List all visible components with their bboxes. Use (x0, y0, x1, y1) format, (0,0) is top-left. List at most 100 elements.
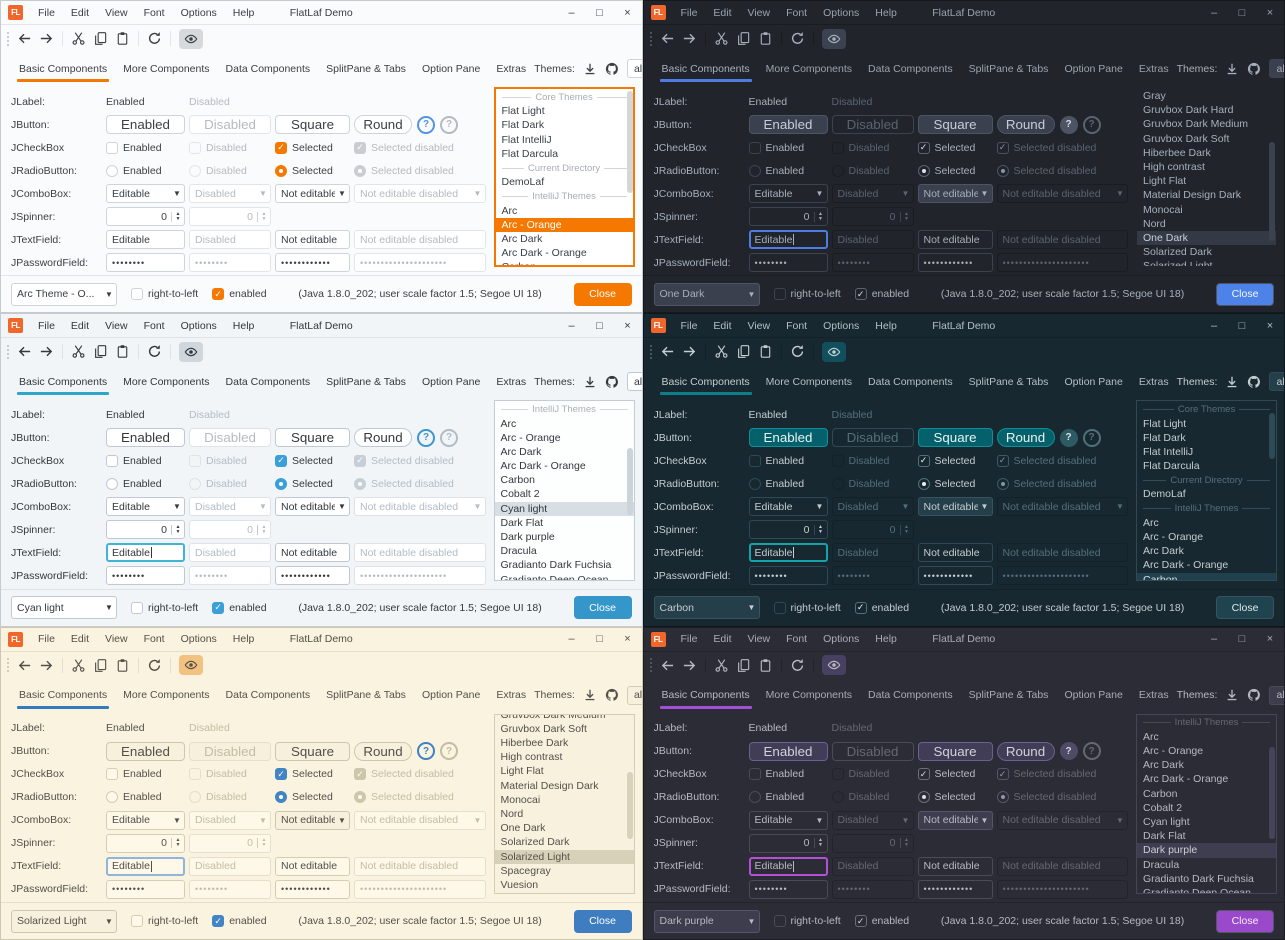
theme-list-item[interactable]: Arc - Orange (495, 217, 633, 232)
scrollbar-thumb[interactable] (1269, 412, 1275, 459)
theme-list-item[interactable]: Material Design Dark (500, 779, 599, 792)
menu-item-edit[interactable]: Edit (70, 6, 90, 19)
refresh-icon[interactable] (147, 31, 162, 46)
tab-basic-components[interactable]: Basic Components (654, 679, 758, 712)
spinner-buttons[interactable]: ▲ ▼ (171, 524, 184, 535)
theme-list-item[interactable]: High contrast (1143, 160, 1205, 173)
themes-list-scrollbar[interactable] (626, 716, 633, 892)
help-button-secondary[interactable]: ? (440, 428, 458, 447)
theme-filter-combobox[interactable]: all ▼ (626, 59, 642, 78)
cut-icon[interactable] (71, 344, 86, 359)
theme-list-item[interactable]: Arc - Orange (1143, 745, 1204, 758)
refresh-icon[interactable] (147, 658, 162, 673)
tab-option-pane[interactable]: Option Pane (421, 689, 481, 702)
forward-icon[interactable] (39, 31, 54, 46)
back-icon[interactable] (17, 31, 32, 46)
theme-list-item[interactable]: Hiberbee Dark (500, 737, 569, 750)
theme-list-item[interactable]: Gruvbox Dark Medium (1143, 118, 1249, 131)
help-button-primary[interactable]: ? (1059, 115, 1078, 134)
jtextfield-editable[interactable]: Editable (748, 230, 828, 249)
tab-splitpane-tabs[interactable]: SplitPane & Tabs (326, 689, 406, 702)
close-window-button[interactable]: × (1266, 319, 1274, 332)
menu-item-view[interactable]: View (105, 633, 128, 646)
menu-item-options[interactable]: Options (823, 6, 860, 19)
show-hidden-toggle[interactable] (179, 28, 203, 49)
jpasswordfield-editable[interactable]: •••••••• (106, 253, 185, 272)
close-button[interactable]: Close (573, 909, 632, 933)
close-window-button[interactable]: × (1266, 6, 1274, 19)
theme-combobox[interactable]: Dark purple ▼ (653, 909, 760, 933)
forward-icon[interactable] (682, 31, 697, 46)
jradiobutton-enabled[interactable]: Enabled (106, 477, 162, 490)
right-to-left-checkbox[interactable]: right-to-left (773, 915, 841, 927)
help-button-primary[interactable]: ? (417, 742, 435, 761)
close-button[interactable]: Close (573, 596, 632, 620)
theme-list-item[interactable]: Arc Dark (500, 445, 542, 458)
jcombobox-editable[interactable]: Editable ▼ (748, 810, 828, 830)
theme-list-item[interactable]: Monocai (1143, 203, 1183, 216)
theme-list-item[interactable]: Flat Darcula (1143, 460, 1200, 473)
theme-list-item[interactable]: One Dark (1137, 230, 1276, 246)
toolbar-grip[interactable] (649, 31, 652, 46)
help-button-secondary[interactable]: ? (440, 742, 458, 761)
menu-item-help[interactable]: Help (232, 319, 255, 332)
theme-list-item[interactable]: Flat Dark (501, 119, 545, 132)
scrollbar-thumb[interactable] (626, 90, 633, 194)
tab-splitpane-tabs[interactable]: SplitPane & Tabs (968, 689, 1049, 702)
download-icon[interactable] (1225, 375, 1239, 389)
jbutton-round[interactable]: Round (354, 428, 412, 448)
spinner-buttons[interactable]: ▲ ▼ (171, 211, 184, 222)
download-icon[interactable] (583, 688, 597, 702)
jcombobox-not-editable[interactable]: Not editable ▼ (275, 184, 350, 203)
paste-icon[interactable] (115, 344, 130, 359)
jpasswordfield-editable[interactable]: •••••••• (748, 253, 828, 272)
themes-list[interactable]: Core Themes Flat Light Flat Dark Flat Intel… (1136, 400, 1277, 581)
theme-list-item[interactable]: Gradianto Dark Fuchsia (500, 559, 612, 572)
theme-list-item[interactable]: DemoLaf (501, 176, 545, 189)
tab-option-pane[interactable]: Option Pane (1064, 689, 1123, 702)
jspinner-enabled[interactable]: 0 ▲ ▼ (748, 520, 828, 540)
theme-list-item[interactable]: DemoLaf (1143, 488, 1186, 501)
menu-item-help[interactable]: Help (875, 319, 897, 332)
theme-list-item[interactable]: Light Flat (500, 765, 544, 778)
enabled-checkbox[interactable]: enabled (212, 915, 267, 927)
theme-list-item[interactable]: Arc Dark - Orange (1143, 773, 1229, 786)
right-to-left-checkbox[interactable]: right-to-left (131, 288, 198, 301)
themes-list[interactable]: Gray Gruvbox Dark Hard Gruvbox Dark Medium… (1136, 87, 1277, 268)
theme-list-item[interactable]: Arc Dark - Orange (1143, 559, 1229, 572)
tab-option-pane[interactable]: Option Pane (421, 375, 481, 388)
back-icon[interactable] (17, 344, 32, 359)
menu-item-view[interactable]: View (747, 633, 771, 646)
jspinner-enabled[interactable]: 0 ▲ ▼ (748, 207, 828, 226)
theme-list-item[interactable]: Monocai (500, 793, 541, 806)
theme-list-item[interactable]: Dark purple (500, 531, 555, 544)
jbutton-enabled[interactable]: Enabled (106, 741, 185, 761)
tab-extras[interactable]: Extras (1138, 689, 1169, 702)
tab-more-components[interactable]: More Components (765, 62, 853, 75)
tab-extras[interactable]: Extras (496, 62, 527, 75)
jtextfield-editable[interactable]: Editable (106, 856, 185, 876)
menu-item-file[interactable]: File (38, 633, 55, 646)
menu-item-help[interactable]: Help (232, 633, 255, 646)
tab-extras[interactable]: Extras (1138, 62, 1169, 75)
menu-item-help[interactable]: Help (875, 633, 897, 646)
themes-list[interactable]: IntelliJ Themes Arc Arc - Orange Arc Dark Ar… (1136, 713, 1277, 894)
tab-splitpane-tabs[interactable]: SplitPane & Tabs (326, 62, 406, 75)
menu-item-view[interactable]: View (105, 6, 128, 19)
theme-list-item[interactable]: Carbon (501, 261, 536, 268)
github-icon[interactable] (1247, 62, 1261, 76)
copy-icon[interactable] (93, 31, 108, 46)
jradiobutton-enabled[interactable]: Enabled (106, 164, 162, 177)
theme-list-item[interactable]: Hiberbee Dark (1143, 146, 1211, 159)
jradiobutton-selected[interactable]: Selected (917, 791, 975, 804)
show-hidden-toggle[interactable] (179, 655, 203, 676)
theme-list-item[interactable]: Gruvbox Dark Soft (500, 722, 587, 735)
theme-list-item[interactable]: Arc Dark (501, 232, 543, 245)
enabled-checkbox[interactable]: enabled (854, 288, 909, 301)
jcombobox-editable[interactable]: Editable ▼ (106, 184, 185, 203)
jcheckbox-selected[interactable]: Selected (917, 768, 975, 781)
menu-item-edit[interactable]: Edit (70, 633, 90, 646)
tab-data-components[interactable]: Data Components (868, 62, 953, 75)
jtextfield-editable[interactable]: Editable (748, 543, 828, 563)
help-button-secondary[interactable]: ? (1082, 428, 1101, 447)
